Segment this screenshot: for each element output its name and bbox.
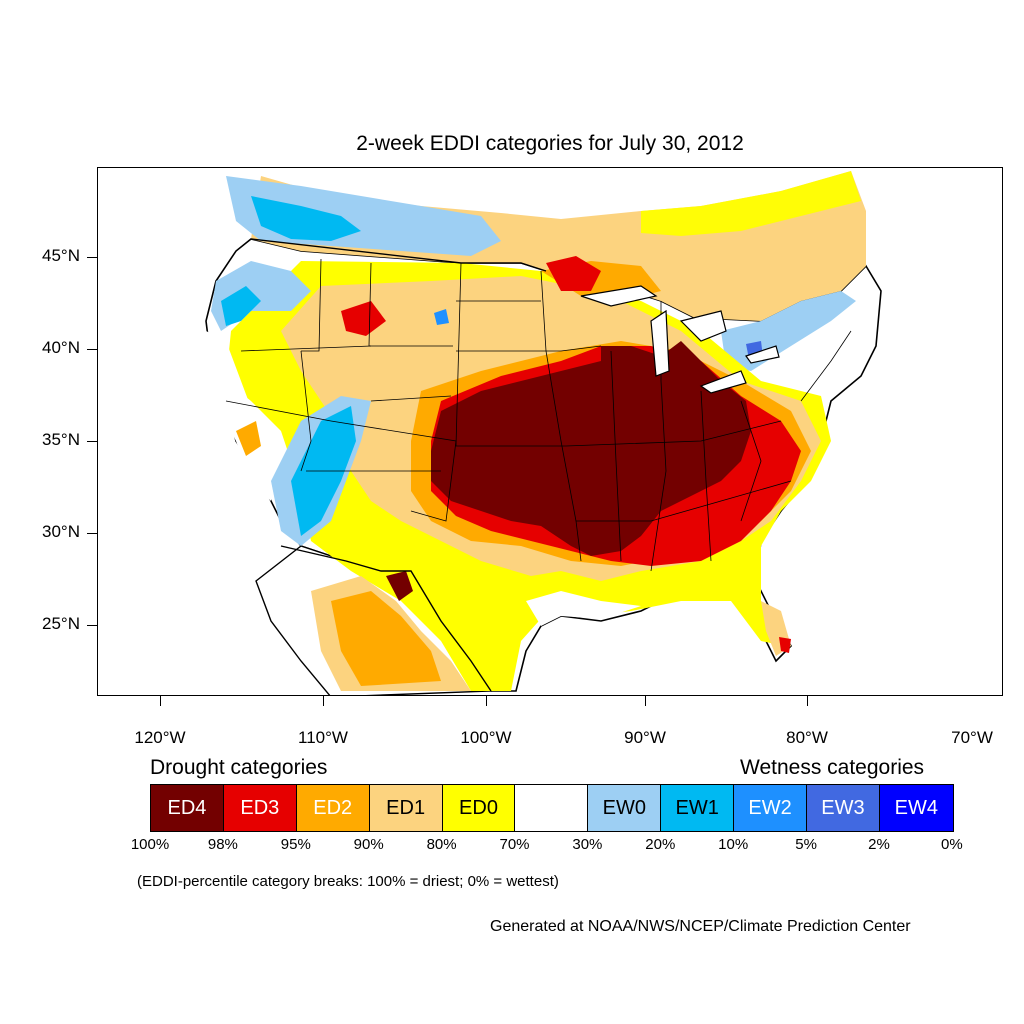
legend-swatch-ew4: EW4 xyxy=(879,785,953,831)
x-tick-mark xyxy=(807,696,808,706)
great-lakes xyxy=(580,285,780,394)
percent-break-label: 98% xyxy=(207,836,238,853)
x-tick-label-100w: 100°W xyxy=(460,728,512,747)
legend-swatch-ew0: EW0 xyxy=(588,785,662,831)
california-near-normal xyxy=(206,331,271,501)
x-tick-label-90w: 90°W xyxy=(624,728,666,747)
credit-line: Generated at NOAA/NWS/NCEP/Climate Predi… xyxy=(490,918,911,935)
x-tick-mark xyxy=(160,696,161,706)
y-tick-label-35n: 35°N xyxy=(42,430,80,449)
y-tick-mark xyxy=(87,533,97,534)
x-tick-mark xyxy=(486,696,487,706)
x-tick-label-120w: 120°W xyxy=(134,728,186,747)
florida-ed3 xyxy=(779,637,791,653)
percent-break-label: 10% xyxy=(718,836,749,853)
idaho-wet xyxy=(434,309,449,325)
y-tick-label-30n: 30°N xyxy=(42,522,80,541)
x-tick-mark xyxy=(323,696,324,706)
percent-break-label: 100% xyxy=(130,836,170,853)
percent-break-label: 2% xyxy=(868,836,890,853)
category-breaks-note: (EDDI-percentile category breaks: 100% =… xyxy=(137,873,559,890)
nevada-ed2 xyxy=(236,421,261,456)
percent-break-label: 20% xyxy=(645,836,676,853)
us-mexico-border xyxy=(280,545,492,692)
ed3-montana xyxy=(341,301,386,336)
legend-swatch-ew2: EW2 xyxy=(734,785,808,831)
ed2-mexico xyxy=(331,591,441,686)
eddi-map xyxy=(97,167,1003,696)
legend-swatch-ed4: ED4 xyxy=(151,785,224,831)
x-tick-mark xyxy=(645,696,646,706)
percent-break-label: 90% xyxy=(353,836,384,853)
drought-categories-heading: Drought categories xyxy=(150,756,328,779)
percent-break-label: 70% xyxy=(499,836,530,853)
us-canada-border xyxy=(250,238,547,272)
ed4-region xyxy=(431,341,751,556)
category-legend-bar: ED4 ED3 ED2 ED1 ED0 EW0 EW1 EW2 EW3 EW4 xyxy=(150,784,954,832)
y-tick-label-45n: 45°N xyxy=(42,246,80,265)
percent-break-label: 80% xyxy=(426,836,457,853)
legend-swatch-ed2: ED2 xyxy=(296,785,370,831)
y-tick-mark xyxy=(87,349,97,350)
canada-west-wet-core xyxy=(251,196,361,241)
y-tick-label-25n: 25°N xyxy=(42,614,80,633)
legend-swatch-ew3: EW3 xyxy=(807,785,880,831)
legend-swatch-near-normal xyxy=(515,785,589,831)
percent-break-label: 95% xyxy=(280,836,311,853)
map-canvas xyxy=(205,171,882,695)
x-tick-label-110w: 110°W xyxy=(298,728,348,747)
percent-break-label: 0% xyxy=(941,836,963,853)
ed4-new-mexico xyxy=(386,571,413,601)
pacific-nw-wet-core xyxy=(221,286,261,326)
legend-swatch-ed0: ED0 xyxy=(442,785,516,831)
percent-break-label: 5% xyxy=(795,836,817,853)
y-tick-mark xyxy=(87,257,97,258)
legend-swatch-ew1: EW1 xyxy=(661,785,735,831)
x-tick-label-70w: 70°W xyxy=(951,728,993,747)
wetness-categories-heading: Wetness categories xyxy=(740,756,925,779)
legend-swatch-ed3: ED3 xyxy=(223,785,297,831)
ed3-north xyxy=(546,256,601,291)
canada-yellow-band xyxy=(641,171,861,236)
y-tick-mark xyxy=(87,625,97,626)
gulf-near-normal xyxy=(526,591,641,626)
y-tick-label-40n: 40°N xyxy=(42,338,80,357)
y-tick-mark xyxy=(87,441,97,442)
legend-swatch-ed1: ED1 xyxy=(369,785,443,831)
x-tick-label-80w: 80°W xyxy=(786,728,828,747)
map-title: 2-week EDDI categories for July 30, 2012 xyxy=(356,132,744,155)
percent-break-label: 30% xyxy=(572,836,603,853)
